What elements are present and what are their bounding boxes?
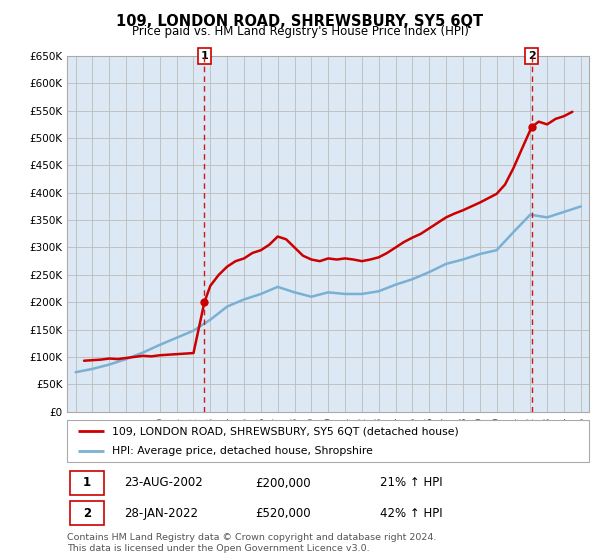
Text: 1: 1 — [83, 477, 91, 489]
FancyBboxPatch shape — [70, 502, 104, 525]
Text: 2: 2 — [83, 507, 91, 520]
Text: Contains HM Land Registry data © Crown copyright and database right 2024.
This d: Contains HM Land Registry data © Crown c… — [67, 533, 437, 553]
Text: HPI: Average price, detached house, Shropshire: HPI: Average price, detached house, Shro… — [112, 446, 373, 456]
Text: £520,000: £520,000 — [255, 507, 311, 520]
FancyBboxPatch shape — [67, 420, 589, 462]
Text: 1: 1 — [200, 51, 208, 61]
Text: 109, LONDON ROAD, SHREWSBURY, SY5 6QT (detached house): 109, LONDON ROAD, SHREWSBURY, SY5 6QT (d… — [112, 426, 458, 436]
Text: 23-AUG-2002: 23-AUG-2002 — [125, 477, 203, 489]
Text: 28-JAN-2022: 28-JAN-2022 — [125, 507, 199, 520]
Text: 42% ↑ HPI: 42% ↑ HPI — [380, 507, 443, 520]
Text: 21% ↑ HPI: 21% ↑ HPI — [380, 477, 443, 489]
Text: 2: 2 — [528, 51, 535, 61]
Text: 109, LONDON ROAD, SHREWSBURY, SY5 6QT: 109, LONDON ROAD, SHREWSBURY, SY5 6QT — [116, 14, 484, 29]
Text: £200,000: £200,000 — [255, 477, 311, 489]
Text: Price paid vs. HM Land Registry's House Price Index (HPI): Price paid vs. HM Land Registry's House … — [131, 25, 469, 38]
FancyBboxPatch shape — [70, 472, 104, 494]
